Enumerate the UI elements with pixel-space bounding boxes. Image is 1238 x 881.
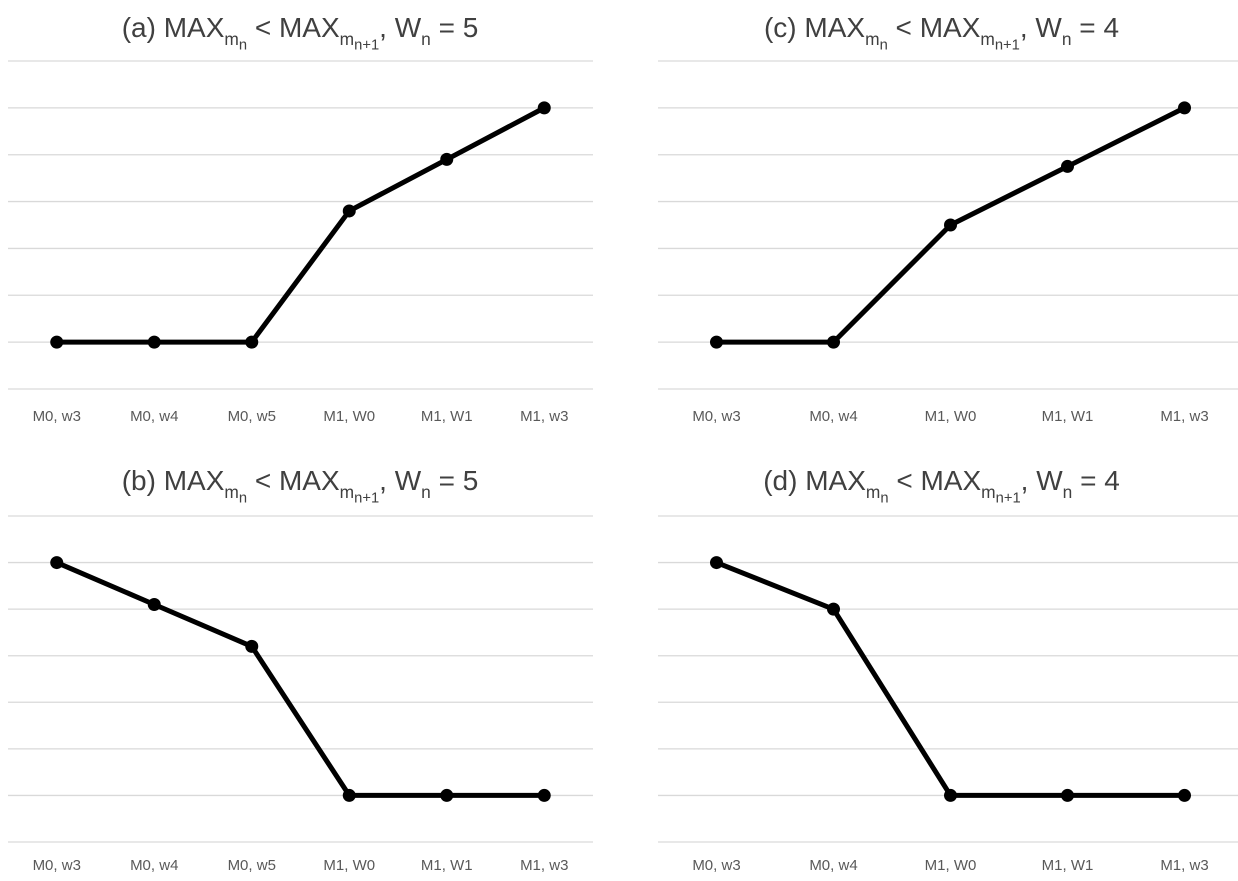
x-tick-label: M0, w5 (228, 857, 276, 874)
series-line (55, 560, 545, 798)
data-point (1178, 788, 1191, 802)
data-point (245, 639, 259, 653)
data-point (440, 152, 454, 166)
x-tick-label: M1, W0 (925, 408, 977, 425)
data-point (1178, 101, 1191, 115)
x-tick-label: M0, w4 (809, 857, 857, 874)
chart-title: (c) MAXmn < MAXmn+1, Wn = 4 (763, 12, 1120, 54)
series-line (715, 560, 1185, 798)
series-line (56, 105, 546, 345)
x-tick-label: M1, W1 (1042, 408, 1094, 425)
line-chart-b: M0, w3 M0, w4 M0, w5 M1, W0 M1, W1 M1, w3 (8, 515, 593, 874)
data-point (147, 597, 161, 611)
data-point (1061, 788, 1074, 802)
x-tick-label: M0, w4 (130, 857, 178, 874)
x-tick-label: M0, w4 (809, 408, 857, 425)
data-point (537, 101, 551, 115)
x-tick-label: M0, w5 (228, 408, 276, 425)
x-tick-label: M0, w3 (33, 408, 81, 425)
data-point (710, 335, 723, 349)
chart-title: (b) MAXmn < MAXmn+1, Wn = 5 (121, 465, 479, 507)
data-point (944, 788, 957, 802)
data-point (827, 335, 840, 349)
x-tick-label: M0, w3 (692, 408, 740, 425)
data-point (440, 788, 454, 802)
x-tick-label: M1, W1 (1042, 857, 1094, 874)
chart-panel-a: (a) MAXmn < MAXmn+1, Wn = 5 M0, w3 M0, w4… (0, 0, 600, 440)
chart-panel-d: (d) MAXmn < MAXmn+1, Wn = 4 M0, w3 M0, w4… (645, 455, 1238, 881)
chart-title: (a) MAXmn < MAXmn+1, Wn = 5 (121, 12, 479, 54)
data-point (827, 602, 840, 616)
x-tick-label: M1, W0 (323, 408, 375, 425)
x-tick-label: M1, w3 (520, 857, 568, 874)
x-tick-label: M0, w3 (692, 857, 740, 874)
x-tick-label: M0, w3 (33, 857, 81, 874)
data-point (50, 556, 64, 570)
x-tick-label: M1, W0 (925, 857, 977, 874)
x-tick-label: M1, W1 (421, 857, 473, 874)
x-tick-label: M0, w4 (130, 408, 178, 425)
data-point (944, 218, 957, 232)
data-point (342, 788, 356, 802)
x-tick-label: M1, w3 (1160, 408, 1208, 425)
data-point (710, 556, 723, 570)
data-point (147, 335, 161, 349)
chart-title: (d) MAXmn < MAXmn+1, Wn = 4 (763, 465, 1120, 507)
x-tick-label: M1, W1 (421, 408, 473, 425)
chart-panel-c: (c) MAXmn < MAXmn+1, Wn = 4 M0, w3 M0, w4… (645, 0, 1238, 440)
x-tick-label: M1, w3 (1160, 857, 1208, 874)
chart-panel-b: (b) MAXmn < MAXmn+1, Wn = 5 M0, w3 M0, w4… (0, 455, 600, 881)
data-point (1061, 159, 1074, 173)
line-chart-a: M0, w3 M0, w4 M0, w5 M1, W0 M1, W1 M1, w3 (8, 60, 593, 425)
data-point (245, 335, 259, 349)
data-point (537, 788, 551, 802)
x-tick-label: M1, w3 (520, 408, 568, 425)
line-chart-c: M0, w3 M0, w4 M1, W0 M1, W1 M1, w3 (658, 60, 1238, 425)
line-chart-d: M0, w3 M0, w4 M1, W0 M1, W1 M1, w3 (658, 515, 1238, 874)
data-point (50, 335, 64, 349)
x-tick-label: M1, W0 (323, 857, 375, 874)
data-point (342, 204, 356, 218)
